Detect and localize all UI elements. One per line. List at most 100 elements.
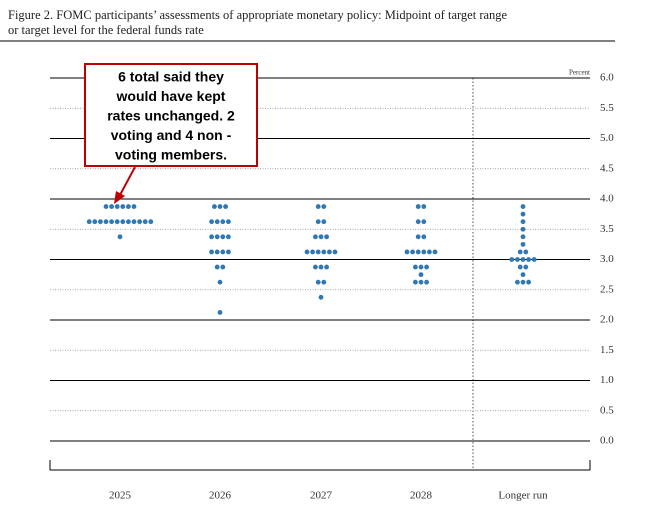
dot [86,219,92,225]
dot [531,257,537,262]
callout-arrow [119,166,136,196]
dot [226,249,231,255]
dot [103,204,109,209]
dot [321,279,327,285]
y-tick-label: 3.5 [600,223,614,235]
dot [137,219,143,225]
dot [214,234,220,240]
dot [220,234,226,240]
dot [418,279,424,285]
dot [109,204,114,209]
dot [520,226,526,232]
y-tick-label: 5.0 [600,132,614,144]
dot [410,249,415,255]
dot [318,294,324,300]
dot [318,234,324,240]
dot [324,234,329,240]
dot [214,249,220,255]
dot [212,204,217,209]
callout-arrowhead [114,191,125,204]
dot [214,219,220,225]
dot [523,249,529,255]
dot [424,264,429,270]
dot [313,264,318,270]
dot [520,234,526,240]
dot [413,264,418,270]
x-tick-label: 2027 [310,490,333,502]
y-tick-label: 2.5 [600,283,614,295]
callout-text: rates unchanged. 2 [107,108,235,124]
dot [520,204,526,209]
dot [332,249,338,255]
dot [92,219,98,225]
dot [515,279,520,285]
dot [226,234,231,240]
y-tick-label: 1.5 [600,344,614,356]
dot [315,219,321,225]
dot [220,264,226,270]
dot [421,204,427,209]
dot [120,204,126,209]
dot [315,279,321,285]
callout-text: voting and 4 non - [111,127,232,143]
dot [217,204,223,209]
dot [520,219,526,225]
dot [315,249,321,255]
y-tick-label: 0.5 [600,404,614,416]
dot [509,257,515,262]
dot [148,219,154,225]
dot [404,249,410,255]
dot [131,204,137,209]
dot [103,219,109,225]
dot [526,257,531,262]
dot [523,264,529,270]
dot [415,249,421,255]
dot [526,279,531,285]
dot [209,249,215,255]
dot [315,204,321,209]
dot [304,249,310,255]
y-tick-label: 3.0 [600,253,614,265]
chart-title: Figure 2. FOMC participants’ assessments… [8,8,508,22]
x-tick-label: Longer run [498,490,548,502]
dot [142,219,148,225]
y-axis-label: Percent [569,69,590,77]
dot [318,264,324,270]
x-tick-label: 2026 [209,490,232,502]
dot [421,219,427,225]
dot [125,204,131,209]
dot [327,249,332,255]
dot [415,204,421,209]
dot [427,249,432,255]
dot [321,219,327,225]
dot [223,204,229,209]
dot [220,249,226,255]
y-tick-label: 0.0 [600,435,614,447]
x-tick-label: 2028 [410,490,433,502]
x-tick-label: 2025 [109,490,132,502]
dot [131,219,137,225]
y-tick-label: 4.0 [600,193,614,205]
dot [418,264,424,270]
dot [432,249,438,255]
dot [321,204,327,209]
dot [220,219,226,225]
callout-box [84,63,258,167]
dot [98,219,103,225]
callout-text: 6 total said they [118,69,224,85]
dot [520,211,526,217]
dot [413,279,418,285]
y-tick-label: 6.0 [600,72,614,84]
dot [415,219,421,225]
callout-text: voting members. [115,147,227,163]
y-tick-label: 4.5 [600,162,614,174]
dot [209,234,215,240]
dot [418,272,424,278]
y-tick-label: 2.0 [600,314,614,326]
y-tick-label: 1.0 [600,374,614,386]
dot [424,279,429,285]
dot [226,219,231,225]
dot [214,264,220,270]
dot [120,219,126,225]
